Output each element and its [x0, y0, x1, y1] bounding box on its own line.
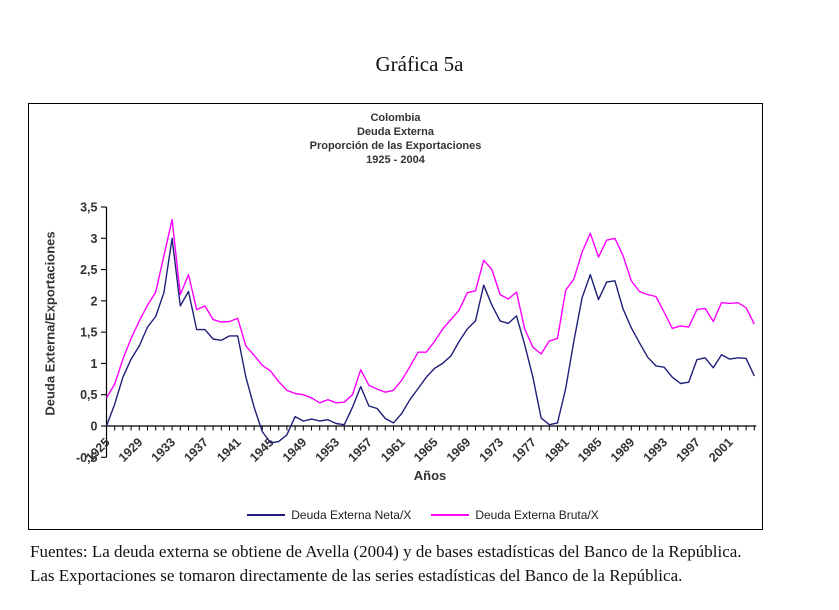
- series-line-1: [105, 218, 755, 404]
- source-note: Fuentes: La deuda externa se obtiene de …: [30, 540, 830, 588]
- y-tick-label: 1: [91, 357, 98, 371]
- y-tick-label: 2,5: [80, 263, 97, 277]
- source-note-line: Fuentes: La deuda externa se obtiene de …: [30, 542, 742, 561]
- legend-line-neta-icon: [247, 514, 286, 516]
- x-tick-label: 1953: [313, 435, 343, 465]
- y-tick-label: 0,5: [80, 388, 97, 402]
- chart-title-line: Deuda Externa: [356, 126, 435, 138]
- y-tick-label: 3,5: [80, 201, 97, 215]
- x-axis-title: Años: [413, 468, 447, 483]
- chart-frame: 3,5 3 2,5 2 1,5 1 0,5 0 -0,5 1925 1929 1933 1937 1941…: [28, 103, 763, 530]
- x-tick-label: 1969: [444, 435, 474, 465]
- x-tick-label: 1973: [477, 435, 507, 465]
- chart-title-block: Colombia Deuda Externa Proporción de las…: [29, 111, 762, 167]
- x-tick-label: 1933: [149, 435, 179, 465]
- x-tick-label: 1941: [214, 435, 244, 465]
- y-tick-label: 2: [91, 294, 98, 308]
- x-tick-label: 1945: [247, 435, 277, 465]
- chart-title-line: Proporción de las Exportaciones: [309, 140, 482, 152]
- x-tick-label: 1929: [116, 435, 146, 465]
- x-tick-label: 1937: [181, 435, 211, 465]
- x-tick-label: 1961: [378, 435, 408, 465]
- y-tick-label: -0,5: [76, 451, 98, 465]
- chart-title-line: Colombia: [370, 112, 421, 124]
- y-tick-label: 1,5: [80, 326, 97, 340]
- series-line-0: [105, 237, 755, 444]
- x-tick-label: 1957: [345, 435, 375, 465]
- x-tick-label: 1985: [575, 435, 605, 465]
- x-tick-label: 1997: [673, 435, 703, 465]
- y-axis-title: Deuda Externa/Exportaciones: [42, 231, 58, 416]
- x-tick-label: 1981: [542, 435, 572, 465]
- source-note-line: Las Exportaciones se tomaron directament…: [30, 566, 683, 586]
- y-tick-label: 0: [91, 420, 98, 434]
- x-tick-label: 1993: [641, 435, 671, 465]
- page-title: Gráfica 5a: [375, 52, 464, 76]
- x-tick-label: 1925: [83, 435, 113, 465]
- x-tick-label: 1965: [411, 435, 441, 465]
- chart-legend: Deuda Externa Neta/X Deuda Externa Bruta…: [106, 508, 754, 522]
- x-tick-label: 2001: [706, 435, 736, 465]
- legend-label-bruta: Deuda Externa Bruta/X: [475, 508, 599, 522]
- x-tick-label: 1989: [608, 435, 638, 465]
- legend-label-neta: Deuda Externa Neta/X: [291, 508, 412, 522]
- x-tick-label: 1949: [280, 435, 310, 465]
- x-tick-label: 1977: [509, 435, 539, 465]
- chart-title-line: 1925 - 2004: [366, 154, 425, 166]
- y-tick-label: 3: [91, 232, 98, 246]
- legend-line-bruta-icon: [431, 514, 470, 516]
